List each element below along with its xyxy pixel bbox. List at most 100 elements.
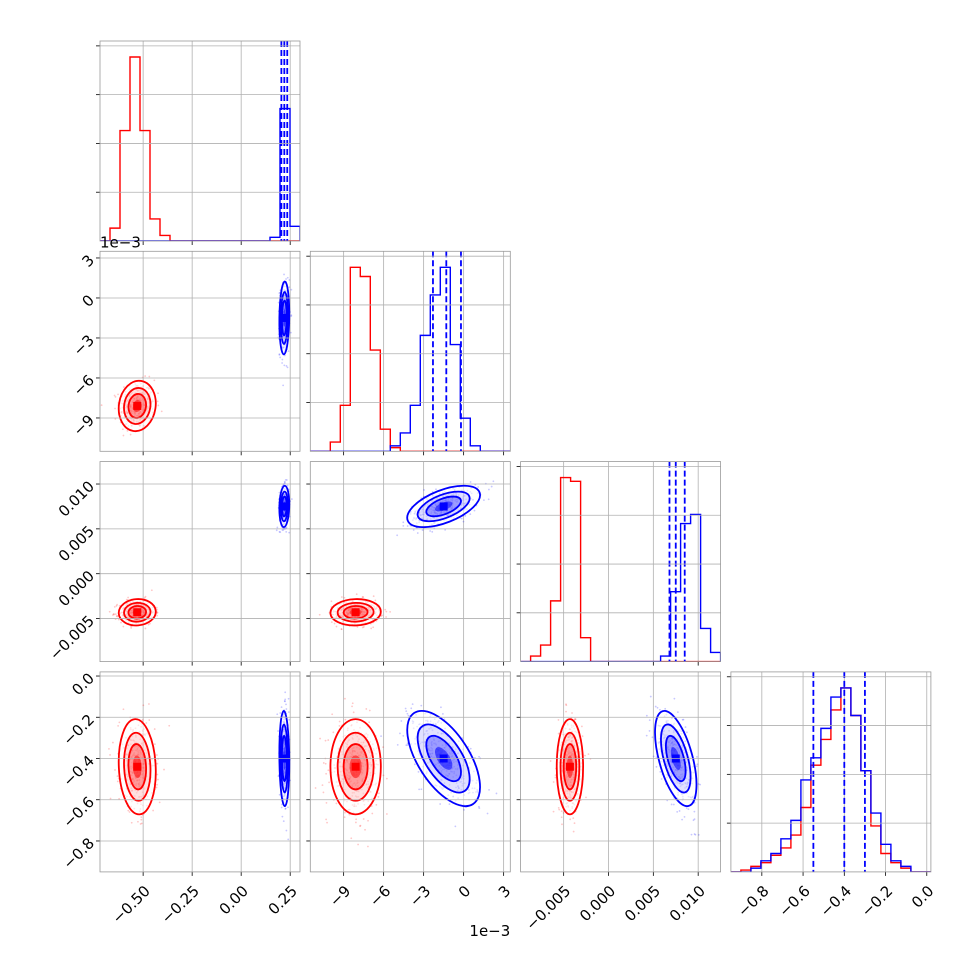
density-peak <box>133 762 142 771</box>
scatter-point <box>348 813 351 816</box>
scatter-point <box>374 599 377 602</box>
scatter-point <box>121 428 124 431</box>
scatter-point <box>284 691 287 694</box>
scatter-point <box>406 712 409 715</box>
scatter-point <box>368 721 371 724</box>
scatter-point <box>684 726 687 728</box>
scatter-point <box>495 792 498 795</box>
scatter-point <box>290 315 293 318</box>
scatter-point <box>574 718 577 721</box>
scatter-point <box>560 816 563 819</box>
panel-frame <box>309 250 511 452</box>
scatter-point <box>478 807 481 810</box>
scatter-point <box>645 714 648 717</box>
scatter-point <box>413 763 416 766</box>
scatter-point <box>115 605 118 607</box>
scatter-point <box>112 613 115 615</box>
scatter-point <box>152 809 155 812</box>
scatter-point <box>488 488 490 491</box>
scatter-point <box>111 614 114 616</box>
scatter-point <box>648 730 651 732</box>
scatter-point <box>288 718 291 721</box>
scatter-point <box>118 797 121 800</box>
scatter-point <box>573 822 576 825</box>
scatter-point <box>699 783 701 786</box>
scatter-point <box>280 803 283 806</box>
scatter-point <box>108 747 110 750</box>
scatter-point <box>275 529 278 532</box>
scatter-point <box>114 417 117 420</box>
scatter-point <box>286 484 289 487</box>
density-peak <box>565 762 574 771</box>
scatter-point <box>587 753 590 756</box>
histogram-series-2 <box>100 107 300 241</box>
scatter-point <box>382 746 384 749</box>
scatter-point <box>284 807 287 810</box>
scatter-point <box>127 596 130 599</box>
scatter-point <box>284 478 287 481</box>
scatter-point <box>554 776 557 779</box>
scatter-point <box>375 803 378 806</box>
scatter-point <box>355 818 358 821</box>
scatter-point <box>492 480 495 483</box>
panel-frame <box>520 461 721 663</box>
scatter-point <box>327 769 330 772</box>
scatter-point <box>417 770 420 773</box>
scatter-point <box>333 622 336 625</box>
scatter-point <box>148 703 150 705</box>
scatter-point <box>289 331 292 334</box>
scatter-point <box>281 358 284 361</box>
scatter-point <box>157 778 159 781</box>
scatter-point <box>139 823 142 825</box>
scatter-point <box>396 534 399 537</box>
scatter-point <box>421 529 424 531</box>
panel-3-3 <box>516 461 721 666</box>
scatter-point <box>109 754 111 756</box>
scatter-point <box>278 292 281 294</box>
scatter-point <box>483 499 485 502</box>
scatter-point <box>469 513 472 516</box>
scatter-point <box>117 725 120 727</box>
scatter-point <box>429 530 432 532</box>
scatter-point <box>286 366 289 369</box>
scatter-point <box>367 819 369 822</box>
scatter-point <box>150 589 153 592</box>
scatter-point <box>140 816 143 819</box>
density-peak <box>351 762 360 771</box>
scatter-point <box>149 622 151 625</box>
scatter-point <box>407 714 410 717</box>
scatter-point <box>287 711 290 713</box>
scatter-point <box>126 429 129 432</box>
scatter-point <box>130 821 133 824</box>
scatter-point <box>365 708 368 710</box>
scatter-point <box>406 525 409 527</box>
scatter-point <box>276 526 279 529</box>
scatter-point <box>160 410 163 413</box>
scatter-point <box>385 610 388 613</box>
scatter-point <box>552 781 555 783</box>
scatter-point <box>100 404 103 407</box>
scatter-point <box>351 702 354 705</box>
scatter-point <box>361 626 364 629</box>
scatter-point <box>117 618 120 621</box>
scatter-point <box>681 718 684 721</box>
scatter-point <box>381 614 383 617</box>
density-peak <box>439 502 448 511</box>
scatter-point <box>581 735 584 738</box>
scatter-point <box>116 775 119 778</box>
panel-frame <box>309 671 511 873</box>
scatter-point <box>158 801 161 804</box>
scatter-point <box>651 736 654 739</box>
scatter-point <box>156 762 159 765</box>
scatter-point <box>368 709 371 712</box>
scatter-point <box>154 743 156 746</box>
scatter-point <box>488 788 490 791</box>
scatter-point <box>364 828 366 831</box>
scatter-point <box>279 712 282 714</box>
scatter-point <box>558 808 561 811</box>
scatter-point <box>340 628 343 631</box>
scatter-point <box>285 278 287 280</box>
scatter-point <box>362 625 365 628</box>
scatter-point <box>288 279 291 281</box>
scatter-point <box>281 815 284 818</box>
